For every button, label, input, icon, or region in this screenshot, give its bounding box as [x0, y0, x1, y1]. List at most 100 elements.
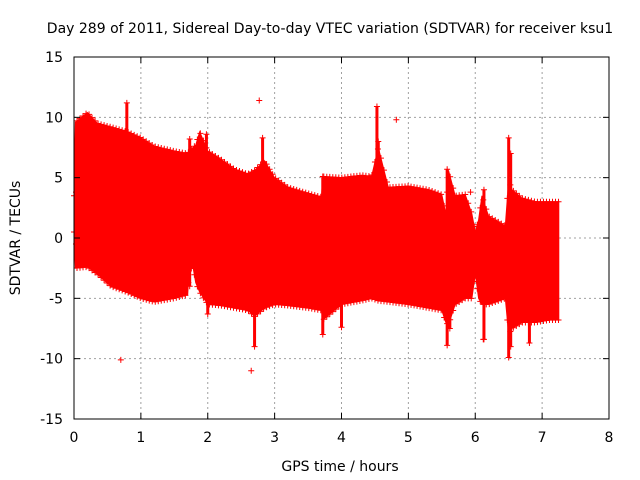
edge-point: [305, 305, 312, 312]
edge-point: [167, 147, 174, 154]
edge-point: [365, 295, 372, 302]
edge-point: [417, 303, 424, 310]
edge-point: [513, 190, 520, 197]
edge-point: [191, 271, 198, 278]
spike: [509, 153, 513, 347]
edge-point: [254, 164, 261, 171]
edge-point: [179, 149, 186, 156]
spike: [527, 238, 531, 343]
edge-point: [411, 302, 418, 309]
spike-point: [338, 324, 345, 331]
edge-point: [107, 123, 114, 130]
edge-point: [218, 156, 225, 163]
edge-point: [501, 295, 508, 302]
edge-point: [453, 300, 460, 307]
edge-point: [371, 296, 378, 303]
spike: [253, 201, 257, 347]
edge-point: [170, 295, 177, 302]
edge-point: [86, 111, 93, 118]
edge-point: [179, 293, 186, 300]
spike-point: [203, 131, 210, 138]
spike: [206, 177, 210, 315]
edge-point: [248, 169, 255, 176]
spike: [448, 238, 452, 329]
edge-point: [146, 297, 153, 304]
outlier-point: [393, 116, 400, 123]
edge-point: [131, 131, 138, 138]
edge-point: [438, 191, 445, 198]
spike-point: [259, 134, 266, 141]
edge-point: [489, 300, 496, 307]
edge-point: [525, 196, 532, 203]
edge-point: [332, 306, 339, 313]
spike-point: [507, 150, 514, 157]
edge-point: [429, 188, 436, 195]
edge-point: [230, 304, 237, 311]
x-tick-label: 6: [471, 430, 480, 446]
edge-point: [137, 134, 144, 141]
edge-point: [405, 301, 412, 308]
edge-point: [74, 117, 81, 124]
edge-point: [468, 208, 475, 215]
spike: [204, 134, 208, 178]
spike: [188, 139, 192, 287]
edge-point: [227, 163, 234, 170]
edge-point: [113, 285, 120, 292]
y-tick-label: -10: [40, 352, 63, 368]
edge-point: [489, 215, 496, 222]
edge-point: [104, 279, 111, 286]
x-tick-label: 2: [203, 430, 212, 446]
edge-point: [414, 302, 421, 309]
edge-point: [555, 198, 562, 205]
edge-point: [224, 303, 231, 310]
spike-point: [375, 138, 382, 145]
spike: [74, 192, 78, 245]
x-tick-label: 1: [136, 430, 145, 446]
edge-point: [269, 171, 276, 178]
x-tick-label: 5: [404, 430, 413, 446]
edge-point: [218, 302, 225, 309]
chart-title: Day 289 of 2011, Sidereal Day-to-day VTE…: [47, 21, 613, 37]
edge-point: [209, 151, 216, 158]
edge-point: [155, 144, 162, 151]
edge-point: [260, 305, 267, 312]
edge-point: [435, 306, 442, 313]
edge-point: [134, 293, 141, 300]
outlier-point: [480, 336, 487, 343]
edge-point: [477, 204, 484, 211]
edge-point: [110, 124, 117, 131]
edge-point: [347, 299, 354, 306]
outlier-point: [256, 97, 263, 104]
edge-point: [540, 318, 547, 325]
edge-point: [113, 125, 120, 132]
edge-point: [119, 127, 126, 134]
edge-point: [245, 308, 252, 315]
edge-point: [329, 308, 336, 315]
edge-point: [197, 290, 204, 297]
spike: [261, 137, 265, 190]
edge-point: [305, 190, 312, 197]
edge-point: [227, 304, 234, 311]
edge-point: [302, 189, 309, 196]
edge-point: [432, 189, 439, 196]
spike-point: [259, 186, 266, 193]
edge-point: [365, 173, 372, 180]
edge-point: [239, 169, 246, 176]
edge-point: [242, 306, 249, 313]
x-tick-label: 3: [270, 430, 279, 446]
spike-point: [505, 134, 512, 141]
edge-point: [89, 114, 96, 121]
edge-point: [263, 161, 270, 168]
edge-point: [308, 191, 315, 198]
edge-point: [308, 305, 315, 312]
edge-point: [471, 278, 478, 285]
edge-point: [492, 217, 499, 224]
spike-point: [338, 235, 345, 241]
edge-point: [311, 306, 318, 313]
edge-point: [498, 296, 505, 303]
edge-point: [116, 126, 123, 133]
edge-point: [125, 289, 132, 296]
edge-point: [212, 152, 219, 159]
edge-point: [131, 292, 138, 299]
spike-point: [319, 173, 326, 180]
